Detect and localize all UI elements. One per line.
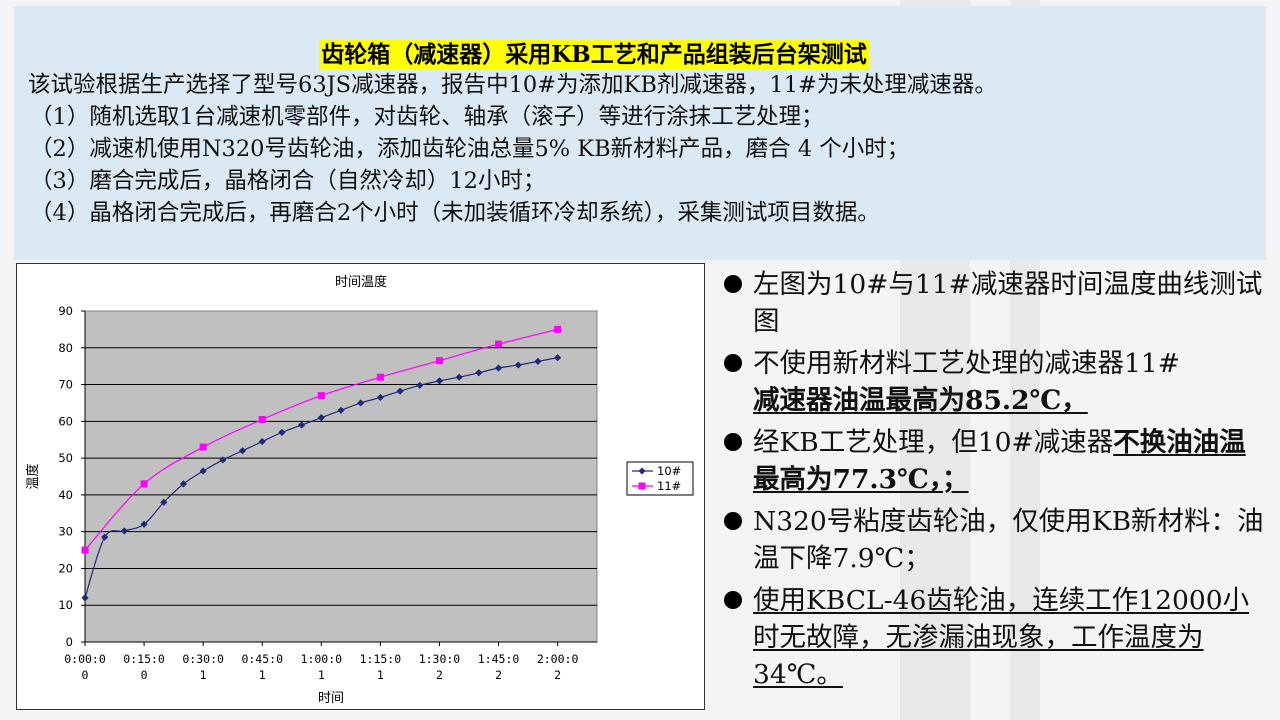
series-line-11 bbox=[84, 328, 558, 551]
y-tick-label: 10 bbox=[58, 598, 73, 612]
data-point bbox=[435, 377, 444, 385]
bullet-item: N320号粘度齿轮油，仅使用KB新材料：油温下降7.9℃； bbox=[720, 503, 1265, 577]
y-tick-label: 40 bbox=[58, 488, 73, 502]
data-point bbox=[376, 373, 384, 381]
bullet-text: 使用KBCL-46齿轮油，连续工作12000小时无故障，无渗漏油现象，工作温度为… bbox=[753, 585, 1250, 690]
y-tick-label: 0 bbox=[66, 635, 73, 649]
header-title-row: 齿轮箱（减速器）采用KB工艺和产品组装后台架测试 bbox=[14, 40, 1174, 70]
bullet-list: 左图为10#与11#减速器时间温度曲线测试图 不使用新材料工艺处理的减速器11#… bbox=[720, 266, 1265, 698]
bullet-item: 经KB工艺处理，但10#减速器不换油油温最高为77.3℃，； bbox=[720, 424, 1265, 498]
legend-marker bbox=[638, 467, 646, 475]
x-tick-label: 1 bbox=[377, 668, 384, 682]
x-axis-label: 时间 bbox=[318, 691, 344, 706]
y-tick-label: 30 bbox=[58, 525, 73, 539]
data-point bbox=[140, 520, 148, 528]
header-step-1: （1）随机选取1台减速机零部件，对齿轮、轴承（滚子）等进行涂抹工艺处理； bbox=[30, 104, 824, 130]
x-tick-label: 1:45:0 bbox=[478, 652, 520, 666]
legend-marker bbox=[638, 482, 646, 490]
y-tick-label: 90 bbox=[58, 304, 73, 318]
data-point bbox=[81, 594, 89, 602]
data-point bbox=[554, 325, 562, 333]
data-point bbox=[376, 393, 384, 402]
data-point bbox=[455, 373, 463, 381]
bullet-dot-icon bbox=[724, 354, 742, 372]
data-point bbox=[101, 533, 109, 541]
legend-label: 10# bbox=[657, 464, 681, 478]
y-axis-label: 温度 bbox=[25, 463, 41, 489]
bullet-emphasis: 不换油油温最高为77.3℃，； bbox=[753, 427, 1246, 495]
x-tick-label: 0:30:0 bbox=[182, 652, 224, 666]
x-tick-label: 2:00:0 bbox=[537, 652, 579, 666]
data-point bbox=[534, 357, 542, 365]
bullet-text: N320号粘度齿轮油，仅使用KB新材料：油温下降7.9℃； bbox=[753, 506, 1264, 574]
x-tick-label: 2 bbox=[554, 668, 561, 682]
data-point bbox=[258, 415, 266, 423]
plot-area bbox=[84, 310, 598, 643]
x-tick-label: 0 bbox=[141, 668, 148, 682]
bullet-text: 不使用新材料工艺处理的减速器11# bbox=[753, 348, 1180, 379]
data-point bbox=[317, 392, 325, 400]
data-point bbox=[337, 406, 345, 414]
data-point bbox=[494, 364, 503, 372]
x-tick-label: 0:45:0 bbox=[241, 652, 283, 666]
x-tick-label: 1:30:0 bbox=[419, 652, 461, 666]
page-title: 齿轮箱（减速器）采用KB工艺和产品组装后台架测试 bbox=[319, 40, 869, 70]
bullet-dot-icon bbox=[724, 433, 742, 451]
y-tick-label: 70 bbox=[58, 378, 73, 392]
temperature-time-chart: 0 10 20 30 40 50 60 70 80 90 0:00:0 0 0:15:0 0 0:30:0 1… bbox=[25, 274, 694, 706]
chart-title: 时间温度 bbox=[335, 274, 387, 290]
bullet-dot-icon bbox=[724, 275, 742, 293]
bullet-emphasis: 减速器油温最高为85.2℃， bbox=[753, 385, 1088, 416]
data-point bbox=[495, 340, 503, 348]
data-point bbox=[357, 399, 365, 407]
data-point bbox=[298, 421, 306, 429]
x-tick-label: 0:00:0 bbox=[64, 652, 106, 666]
bullet-dot-icon bbox=[724, 591, 742, 609]
y-tick-label: 20 bbox=[58, 561, 73, 575]
x-tick-label: 2 bbox=[436, 668, 443, 682]
data-point bbox=[238, 447, 247, 455]
data-point bbox=[199, 467, 207, 475]
data-point bbox=[160, 498, 168, 506]
data-point bbox=[475, 369, 483, 377]
header-intro-line: 该试验根据生产选择了型号63JS减速器，报告中10#为添加KB剂减速器，11#为… bbox=[28, 72, 997, 98]
y-tick-label: 60 bbox=[58, 414, 73, 428]
y-tick-label: 80 bbox=[58, 341, 73, 355]
data-point bbox=[219, 456, 227, 464]
data-point bbox=[435, 357, 443, 365]
bullet-text: 左图为10#与11#减速器时间温度曲线测试图 bbox=[753, 269, 1263, 337]
data-point bbox=[140, 480, 148, 488]
x-tick-label: 1 bbox=[259, 668, 266, 682]
header-step-3: （3）磨合完成后，晶格闭合（自然冷却）12小时； bbox=[30, 168, 546, 194]
legend-label: 11# bbox=[657, 479, 681, 493]
y-tick-label: 50 bbox=[58, 451, 73, 465]
bullet-text: 经KB工艺处理，但10#减速器 bbox=[753, 427, 1114, 458]
x-tick-label: 1 bbox=[200, 668, 207, 682]
x-tick-label: 1:15:0 bbox=[360, 652, 402, 666]
bullet-item: 使用KBCL-46齿轮油，连续工作12000小时无故障，无渗漏油现象，工作温度为… bbox=[720, 582, 1265, 693]
legend-box bbox=[626, 461, 694, 496]
chart-frame: 0 10 20 30 40 50 60 70 80 90 0:00:0 0 0:15:0 0 0:30:0 1… bbox=[16, 263, 705, 710]
header-panel: 齿轮箱（减速器）采用KB工艺和产品组装后台架测试 该试验根据生产选择了型号63J… bbox=[14, 6, 1266, 260]
bullet-dot-icon bbox=[724, 512, 742, 530]
data-point bbox=[120, 527, 128, 535]
x-tick-label: 1 bbox=[318, 668, 325, 682]
bullet-item: 左图为10#与11#减速器时间温度曲线测试图 bbox=[720, 266, 1265, 340]
data-point bbox=[514, 361, 522, 369]
header-step-2: （2）减速机使用N320号齿轮油，添加齿轮油总量5% KB新材料产品，磨合 4 … bbox=[30, 136, 910, 162]
data-point bbox=[199, 443, 207, 451]
header-step-4: （4）晶格闭合完成后，再磨合2个小时（未加装循环冷却系统），采集测试项目数据。 bbox=[30, 200, 880, 226]
x-tick-label: 0 bbox=[82, 668, 89, 682]
x-tick-label: 1:00:0 bbox=[301, 652, 343, 666]
x-tick-label: 2 bbox=[495, 668, 502, 682]
x-tick-label: 0:15:0 bbox=[123, 652, 165, 666]
data-point bbox=[81, 546, 89, 554]
bullet-item: 不使用新材料工艺处理的减速器11# 减速器油温最高为85.2℃， bbox=[720, 345, 1265, 419]
